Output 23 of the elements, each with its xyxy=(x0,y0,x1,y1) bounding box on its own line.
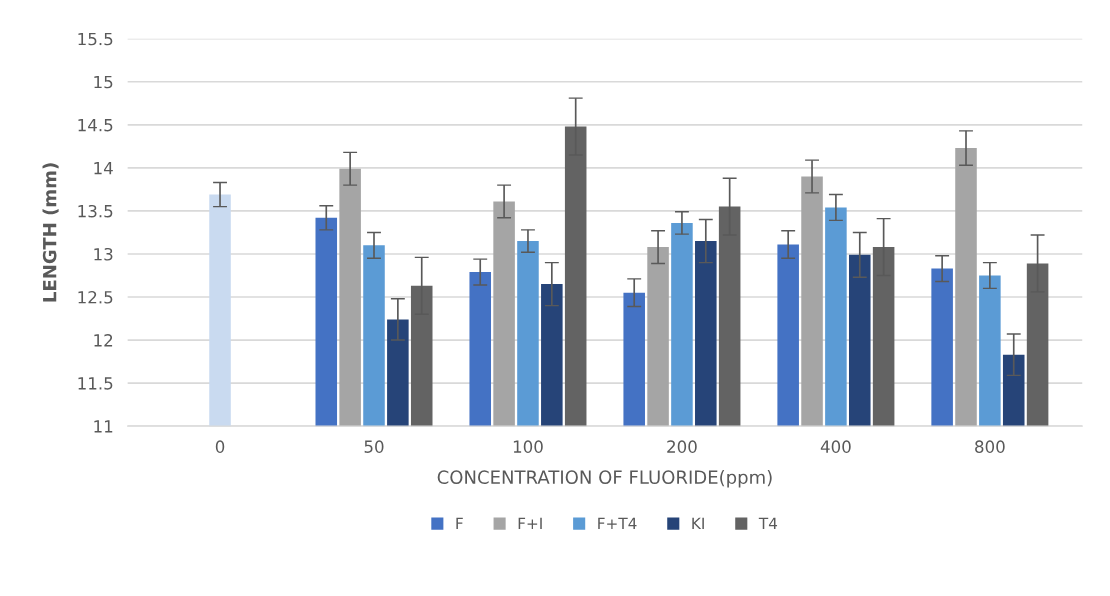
x-tick-label: 800 xyxy=(975,440,1005,453)
y-tick-label: 11 xyxy=(94,420,113,433)
y-tick-label: 15 xyxy=(94,75,113,89)
x-tick-label: 200 xyxy=(667,440,697,453)
x-tick-label: 50 xyxy=(364,440,384,453)
y-tick-label: 12.5 xyxy=(78,290,113,304)
legend-label: KI xyxy=(692,517,704,529)
y-tick-label: 14.5 xyxy=(78,119,113,132)
y-tick-label: 13 xyxy=(94,247,113,261)
y-tick-label: 11.5 xyxy=(78,377,113,390)
y-tick-label: 12 xyxy=(94,334,113,347)
legend-label: F xyxy=(456,517,463,529)
x-axis-title: CONCENTRATION OF FLUORIDE(ppm) xyxy=(437,470,772,488)
y-axis-title: LENGTH (mm) xyxy=(42,163,59,302)
x-tick-label: 400 xyxy=(820,440,851,453)
y-tick-label: 13.5 xyxy=(78,204,113,218)
x-tick-label: 100 xyxy=(513,440,543,453)
legend-label: T4 xyxy=(758,517,778,529)
y-tick-label: 14 xyxy=(94,162,113,175)
x-tick-label: 0 xyxy=(215,440,225,453)
y-tick-label: 15.5 xyxy=(78,32,113,46)
legend-label: F+I xyxy=(518,517,542,529)
legend-label: F+T4 xyxy=(598,517,637,529)
